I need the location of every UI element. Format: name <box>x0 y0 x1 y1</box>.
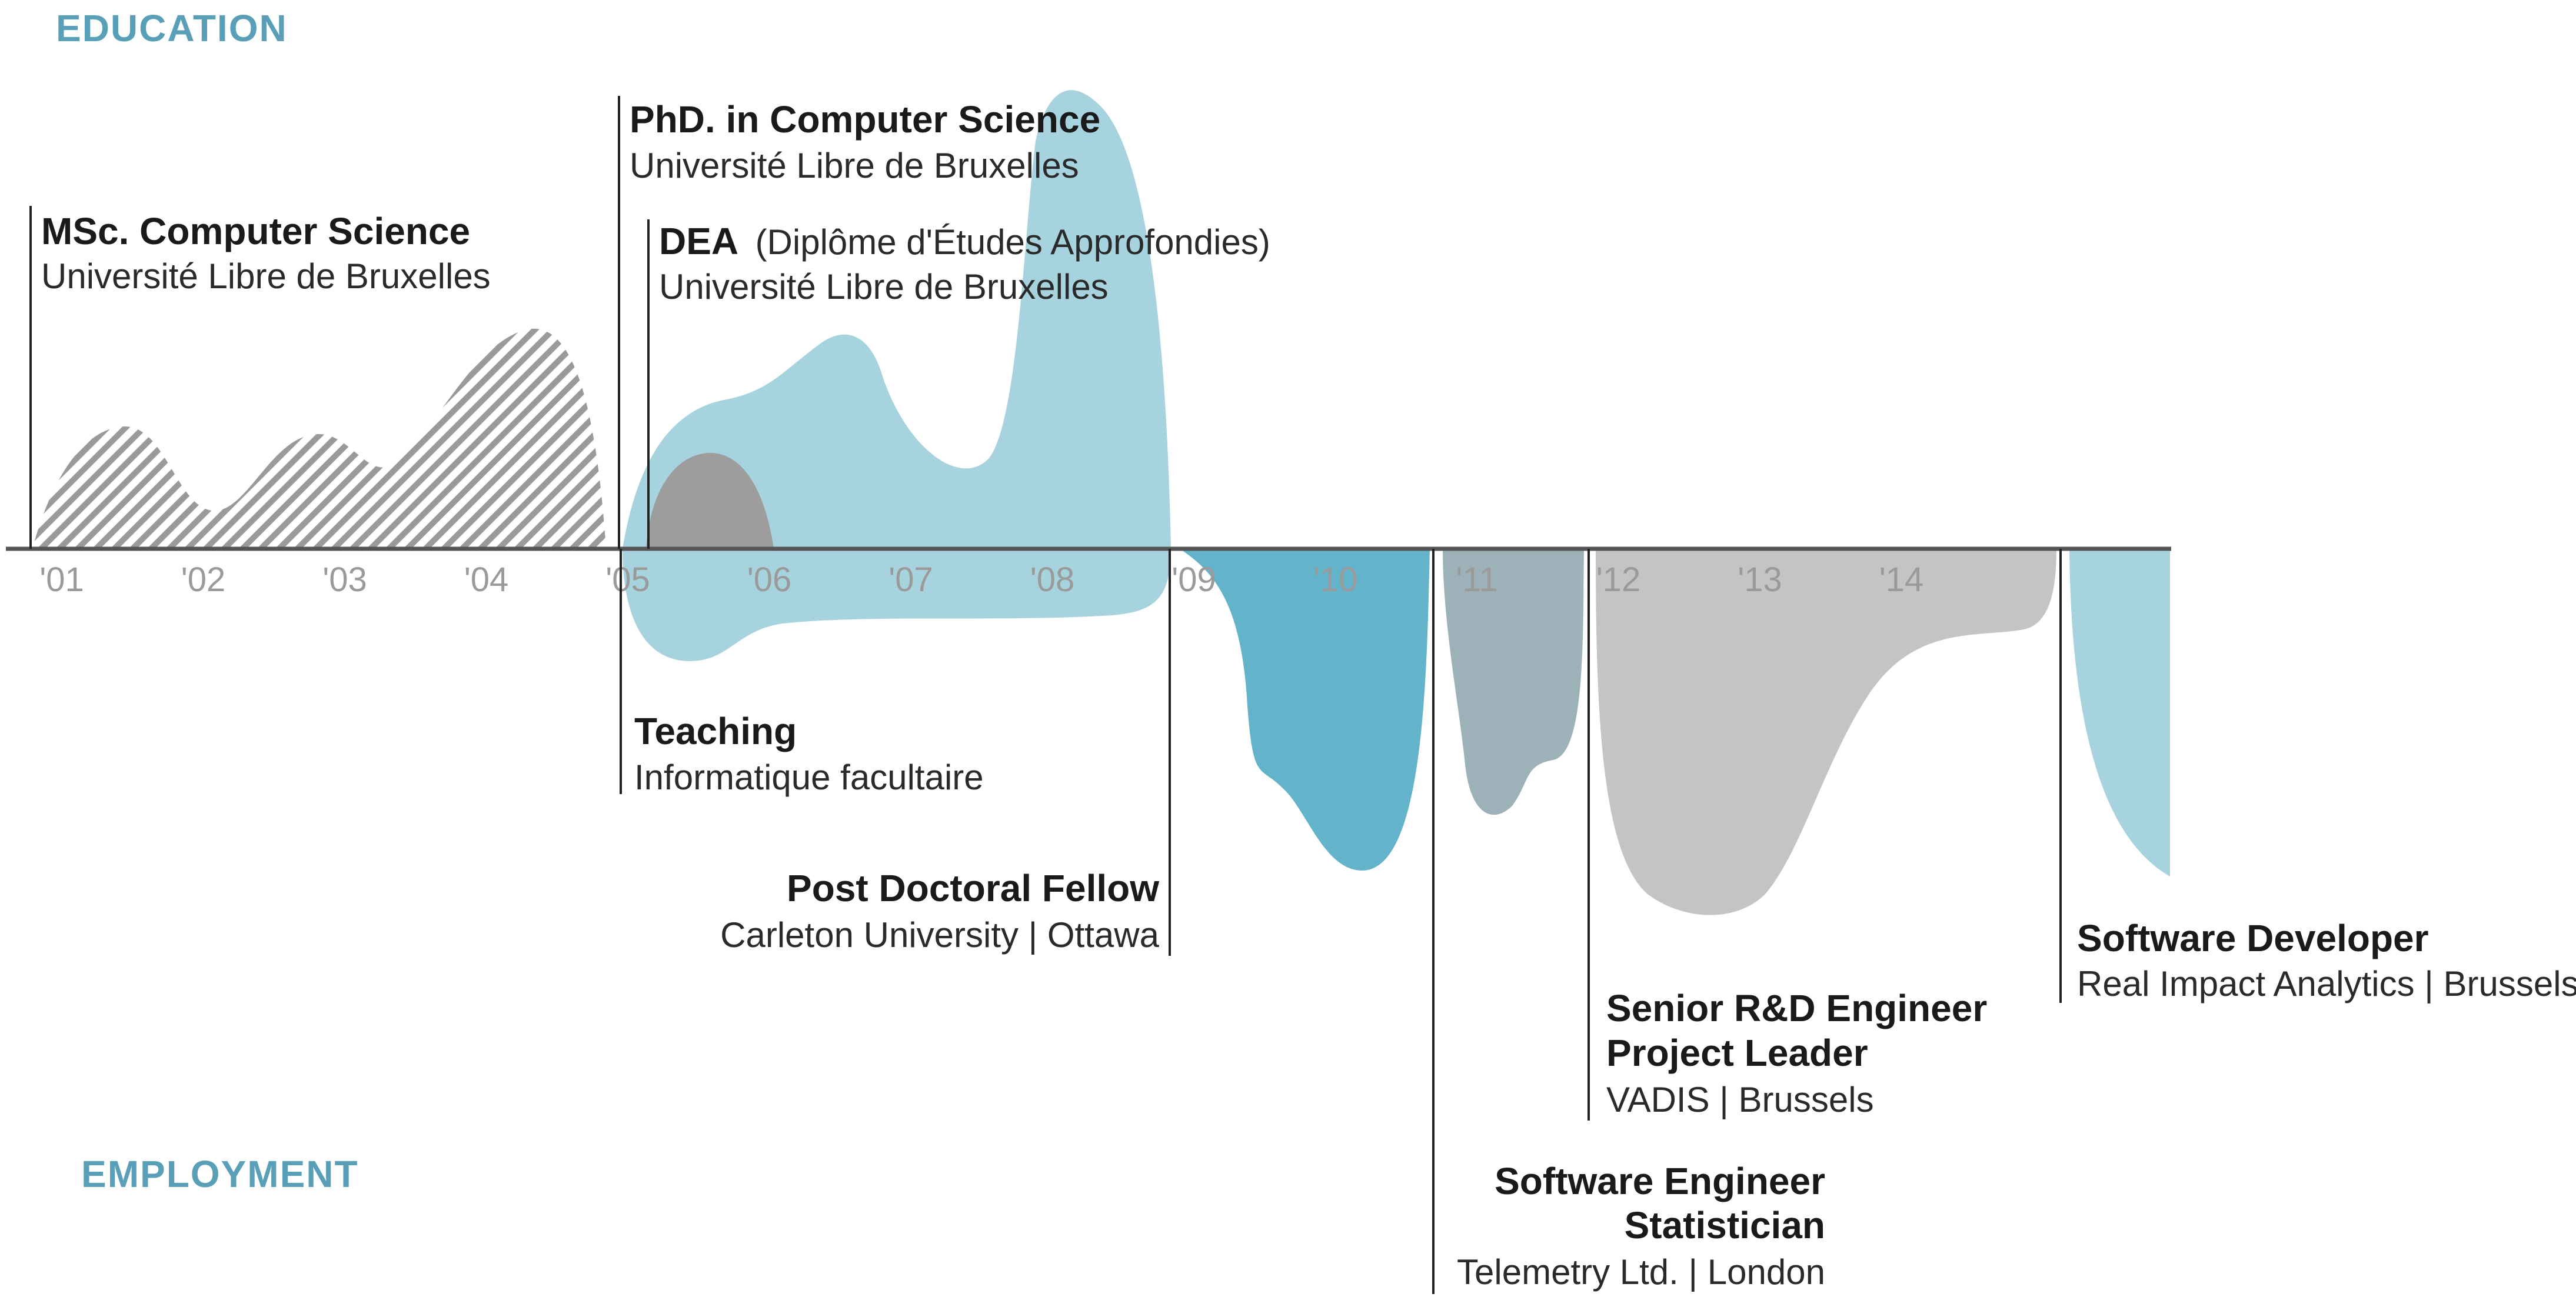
dea-title: DEA <box>659 220 738 262</box>
postdoc-title: Post Doctoral Fellow <box>787 867 1159 909</box>
msc-subtitle: Université Libre de Bruxelles <box>41 256 491 296</box>
axis-tick-label: '04 <box>464 561 509 599</box>
msc-area <box>32 328 606 549</box>
postdoc-area <box>1180 549 1430 871</box>
axis-tick-label: '13 <box>1738 561 1782 599</box>
telemetry-title2: Statistician <box>1625 1204 1825 1246</box>
axis-tick-label: '06 <box>747 561 792 599</box>
axis-tick-label: '14 <box>1879 561 1924 599</box>
axis-tick-label: '07 <box>888 561 933 599</box>
ria-title: Software Developer <box>2077 917 2429 959</box>
dea-subtitle: Université Libre de Bruxelles <box>659 267 1109 306</box>
vadis-area <box>1596 549 2056 915</box>
telemetry-area <box>1443 549 1584 815</box>
dea-area <box>646 452 774 549</box>
telemetry-title: Software Engineer <box>1495 1160 1825 1202</box>
postdoc-subtitle: Carleton University | Ottawa <box>720 915 1159 955</box>
employment-heading: EMPLOYMENT <box>81 1153 359 1195</box>
msc-title: MSc. Computer Science <box>41 210 470 252</box>
axis-tick-label: '01 <box>39 561 84 599</box>
teaching-subtitle: Informatique facultaire <box>634 758 984 797</box>
axis-tick-label: '08 <box>1030 561 1075 599</box>
vadis-title: Senior R&D Engineer <box>1606 987 1987 1029</box>
ria-subtitle: Real Impact Analytics | Brussels <box>2077 964 2576 1003</box>
dea-title-line: DEA (Diplôme d'Études Approfondies) <box>659 220 1270 262</box>
axis-ticks: '01 '02 '03 '04 '05 '06 '07 '08 '09 '10 '11 '12 '13 '… <box>39 561 1923 599</box>
phd-subtitle: Université Libre de Bruxelles <box>630 146 1079 185</box>
axis-tick-label: '02 <box>181 561 226 599</box>
telemetry-subtitle: Telemetry Ltd. | London <box>1457 1252 1825 1292</box>
phd-title: PhD. in Computer Science <box>630 98 1100 141</box>
ria-area <box>2069 549 2170 876</box>
axis-tick-label: '12 <box>1596 561 1641 599</box>
axis-tick-label: '09 <box>1171 561 1216 599</box>
dea-title-extra: (Diplôme d'Études Approfondies) <box>756 222 1270 262</box>
axis-tick-label: '10 <box>1313 561 1358 599</box>
vadis-title2: Project Leader <box>1606 1032 1868 1074</box>
axis-tick-label: '05 <box>605 561 650 599</box>
axis-tick-label: '11 <box>1456 561 1497 599</box>
vadis-subtitle: VADIS | Brussels <box>1606 1080 1874 1119</box>
education-heading: EDUCATION <box>56 7 288 49</box>
teaching-title: Teaching <box>634 710 797 752</box>
axis-tick-label: '03 <box>322 561 367 599</box>
